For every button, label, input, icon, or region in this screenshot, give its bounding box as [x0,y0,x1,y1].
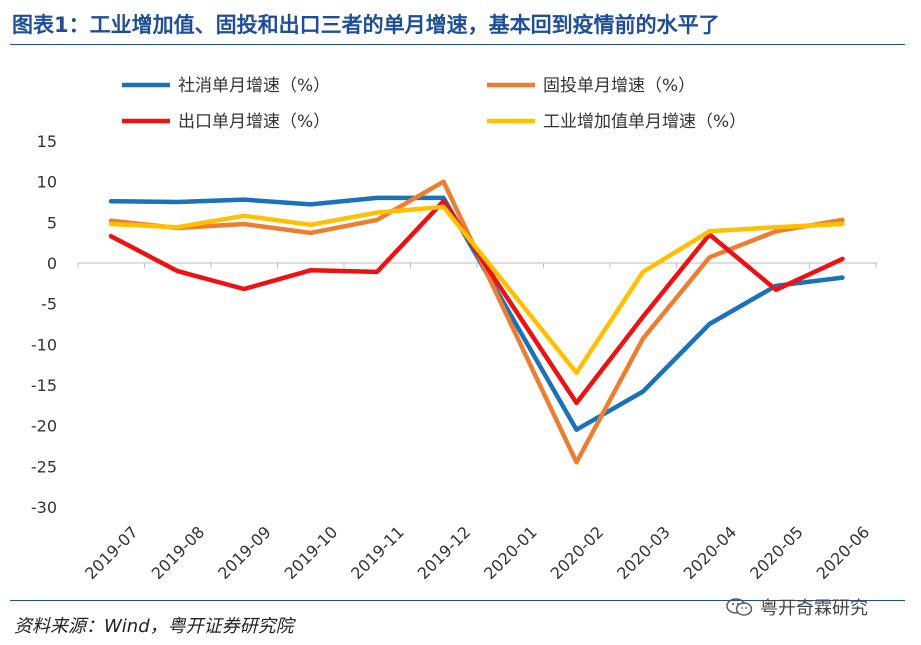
x-tick-label: 2020-02 [547,522,608,583]
line-chart: 社消单月增速（%） 固投单月增速（%） 出口单月增速（%） 工业增加值单月增速（%） 1… [31,76,877,583]
y-tick-label: 10 [37,173,57,192]
x-tick-label: 2020-06 [813,522,874,583]
y-tick-label: -30 [31,498,57,517]
x-tick-label: 2020-05 [746,522,807,583]
watermark: 粤开奇霖研究 [726,594,868,620]
y-tick-label: 0 [47,254,57,273]
y-tick-label: -25 [31,457,57,476]
x-tick-label: 2019-08 [148,522,209,583]
wechat-icon [726,598,753,616]
x-tick-label: 2019-09 [214,522,275,583]
x-tick-label: 2019-07 [81,522,142,583]
x-tick-label: 2020-03 [613,522,674,583]
legend-label: 固投单月增速（%） [543,76,695,96]
footer-divider [10,600,905,601]
x-tick-label: 2020-04 [680,522,741,583]
y-tick-label: 15 [37,132,57,151]
series-line [108,195,845,432]
y-tick-label: -15 [31,376,57,395]
series-line [108,179,845,465]
x-tick-label: 2019-10 [281,522,342,583]
title-divider [10,44,905,45]
y-tick-label: -20 [31,417,57,436]
y-tick-label: -10 [31,335,57,354]
series-line [108,198,845,406]
y-tick-label: -5 [41,295,57,314]
x-tick-label: 2019-12 [414,522,475,583]
x-tick-label: 2020-01 [480,522,541,583]
y-tick-label: 5 [47,213,57,232]
source-note: 资料来源：Wind，粤开证券研究院 [14,616,294,637]
legend-label: 社消单月增速（%） [178,76,330,96]
title-bar: 图表1：工业增加值、固投和出口三者的单月增速，基本回到疫情前的水平了 [0,0,921,46]
page-title: 图表1：工业增加值、固投和出口三者的单月增速，基本回到疫情前的水平了 [12,13,720,37]
x-tick-label: 2019-11 [347,522,408,583]
legend-label: 工业增加值单月增速（%） [543,112,746,132]
watermark-text: 粤开奇霖研究 [760,598,868,619]
series-line [108,204,845,376]
legend-label: 出口单月增速（%） [178,112,330,132]
